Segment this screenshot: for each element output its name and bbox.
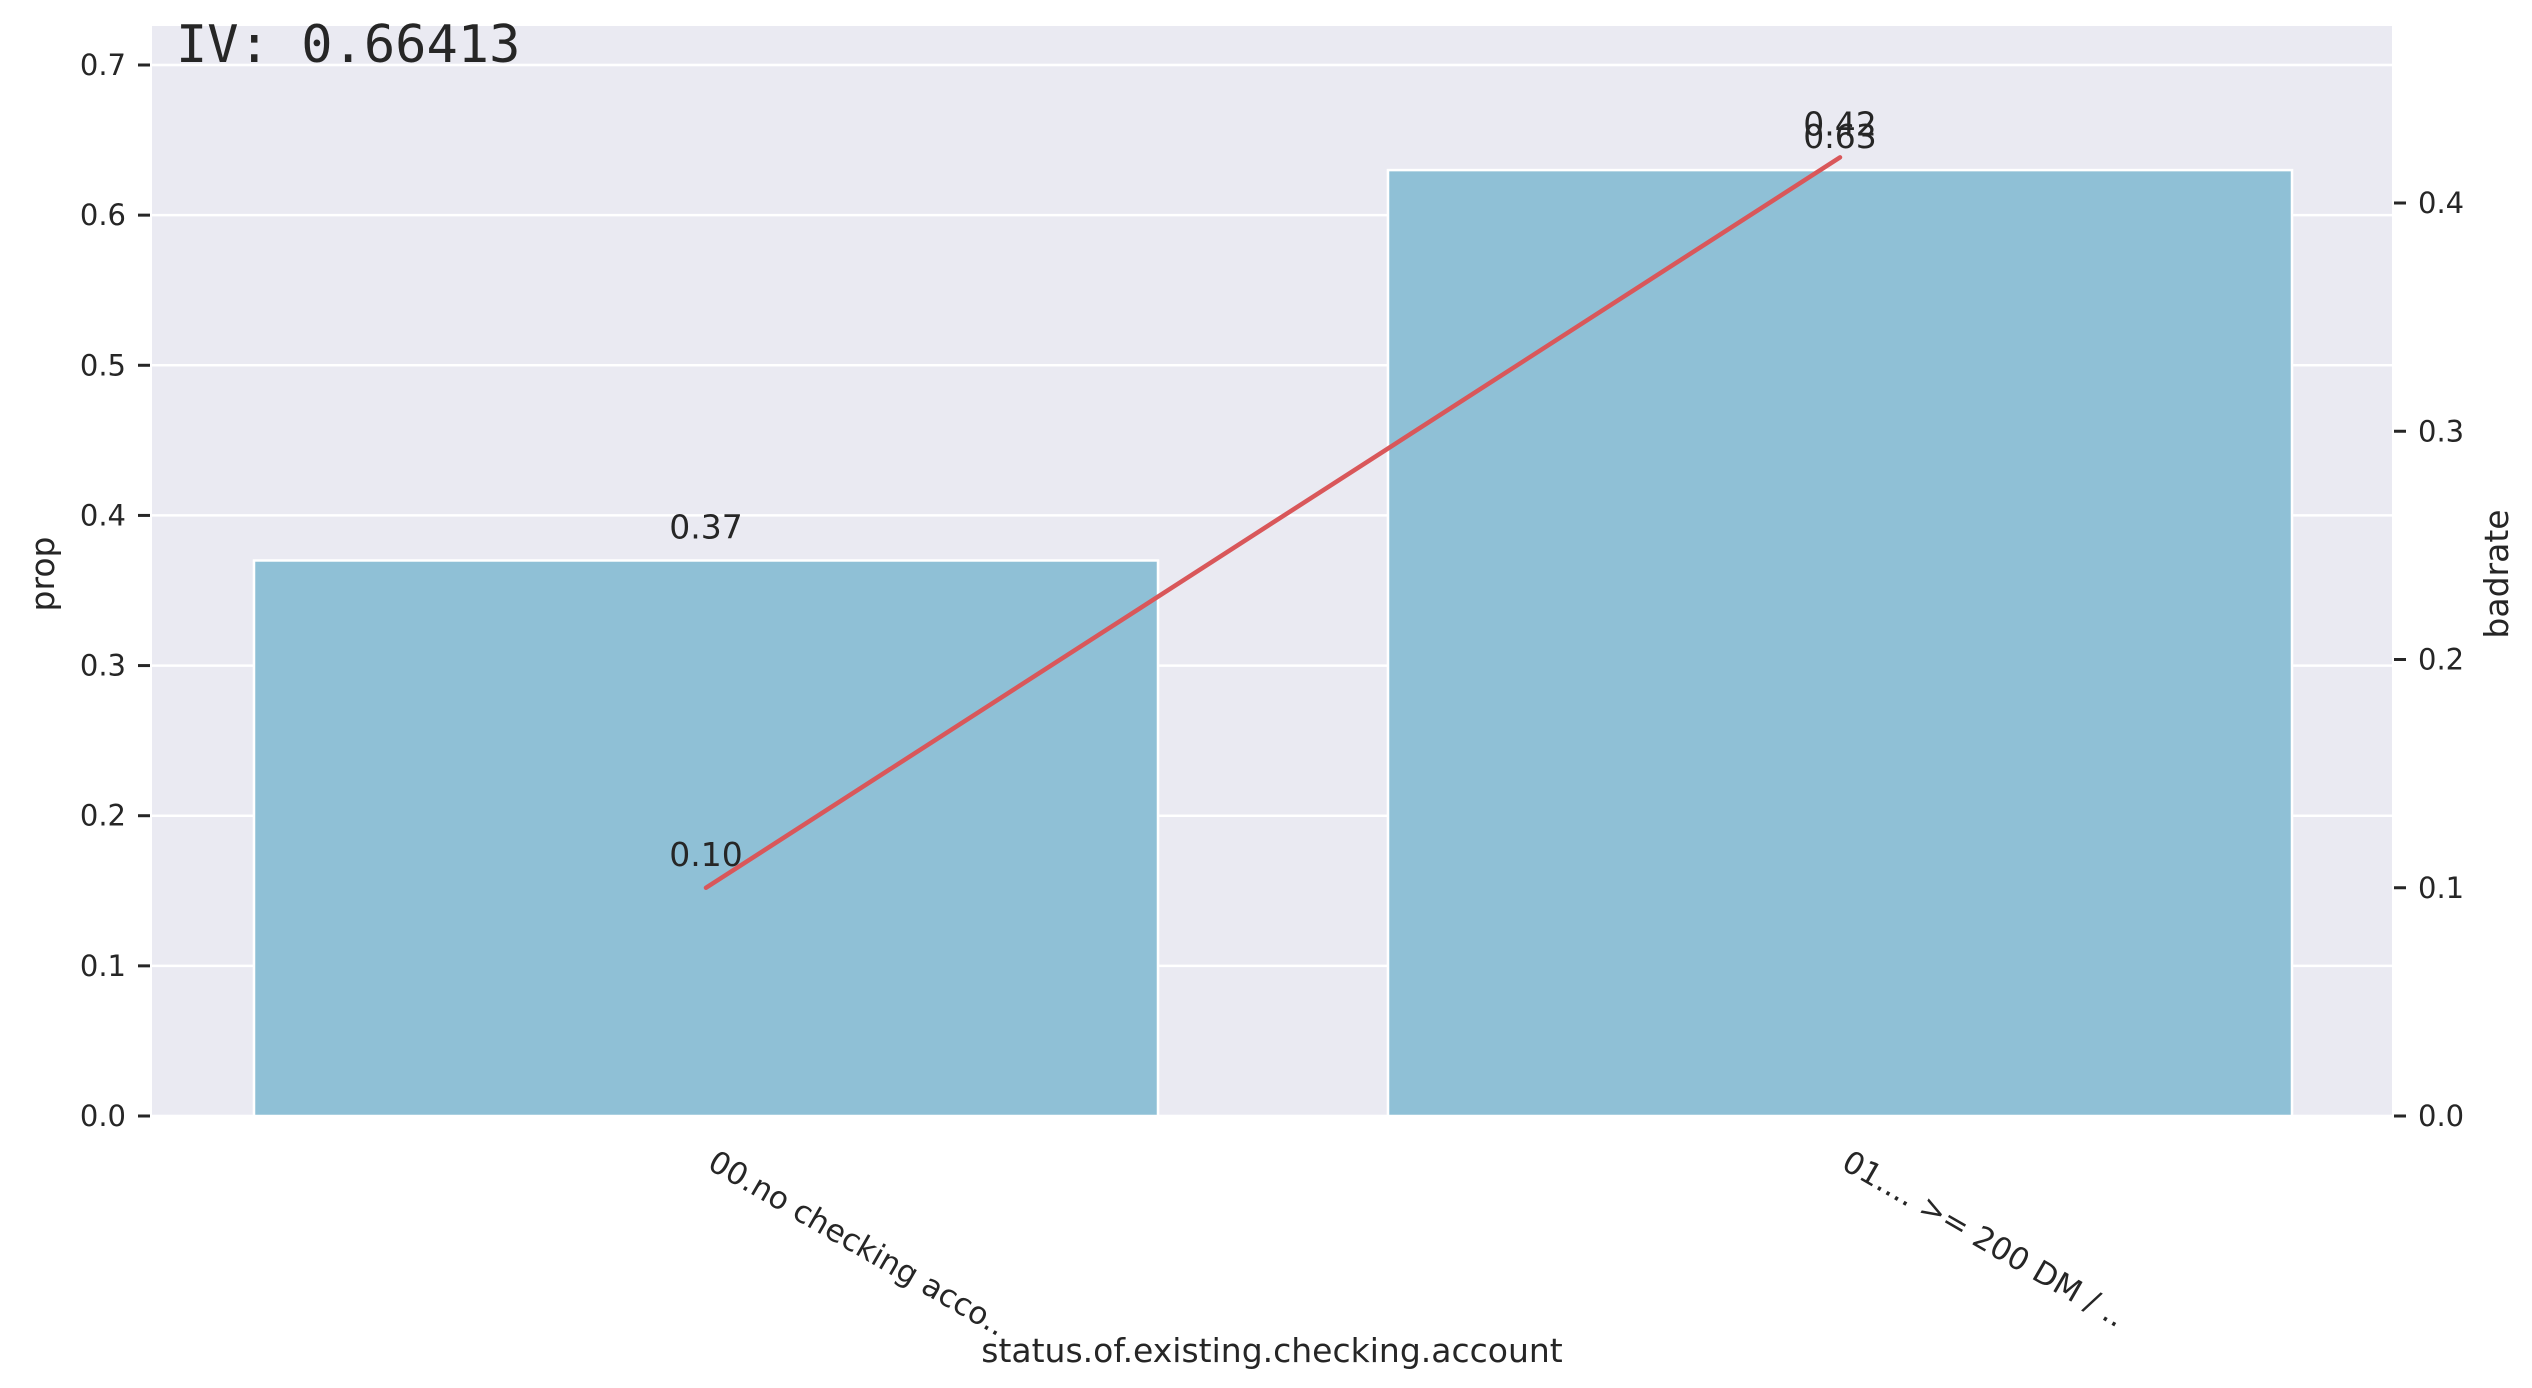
left-y-axis: 0.0 0.1 0.2 0.3 0.4 0.5 0.6 0.7 bbox=[80, 48, 150, 1133]
y2-tick-label: 0.2 bbox=[2418, 643, 2464, 677]
y2-axis-title: badrate bbox=[2477, 509, 2516, 638]
y-tick-label: 0.0 bbox=[80, 1099, 126, 1133]
bar bbox=[252, 559, 1160, 1118]
bars bbox=[252, 168, 2294, 1118]
y2-tick-label: 0.4 bbox=[2418, 186, 2464, 220]
badrate-line bbox=[703, 155, 1843, 890]
badrate-line-group bbox=[703, 155, 1843, 890]
bar bbox=[1386, 168, 2294, 1118]
badrate-value-label: 0.10 bbox=[669, 835, 742, 874]
y2-tick-label: 0.0 bbox=[2418, 1099, 2464, 1133]
y-axis-title: prop bbox=[23, 537, 62, 612]
y-tick-label: 0.7 bbox=[80, 48, 126, 82]
bar-value-label: 0.37 bbox=[669, 507, 742, 546]
x-axis-title: status.of.existing.checking.account bbox=[981, 1331, 1563, 1370]
y-tick-label: 0.1 bbox=[80, 949, 126, 983]
right-y-axis: 0.0 0.1 0.2 0.3 0.4 bbox=[2394, 186, 2464, 1133]
badrate-value-label: 0.42 bbox=[1803, 104, 1876, 143]
y-tick-label: 0.3 bbox=[80, 649, 126, 683]
y-tick-label: 0.2 bbox=[80, 799, 126, 833]
y-tick-label: 0.4 bbox=[80, 498, 126, 532]
y-tick-label: 0.5 bbox=[80, 348, 126, 382]
iv-annotation: IV: 0.66413 bbox=[176, 15, 520, 75]
data-labels: 0.37 0.63 0.10 0.42 bbox=[669, 104, 1876, 873]
x-category-label: 00.no checking acco.. bbox=[702, 1144, 1012, 1344]
y2-tick-label: 0.1 bbox=[2418, 871, 2464, 905]
x-axis: 00.no checking acco.. 01.... >= 200 DM / … bbox=[702, 1144, 2131, 1344]
y2-tick-label: 0.3 bbox=[2418, 414, 2464, 448]
x-category-label: 01.... >= 200 DM / .. bbox=[1836, 1144, 2131, 1335]
bar-value-label: 0.63 bbox=[1803, 117, 1876, 156]
y-tick-label: 0.6 bbox=[80, 198, 126, 232]
